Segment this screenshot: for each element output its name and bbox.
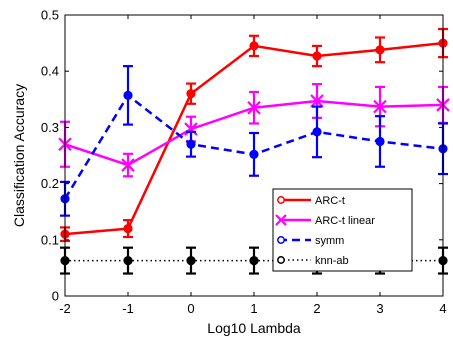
data-point bbox=[312, 127, 322, 137]
x-axis: -2 -1 0 1 2 3 4 bbox=[59, 15, 447, 316]
legend-entry-label: ARC-t bbox=[315, 195, 345, 207]
y-tick-label: 0.4 bbox=[41, 64, 59, 79]
x-tick-label: -2 bbox=[59, 301, 71, 316]
y-axis-title: Classification Accuracy bbox=[11, 84, 27, 227]
y-axis: 0 0.1 0.2 0.3 0.4 0.5 bbox=[41, 8, 443, 304]
data-point bbox=[275, 214, 287, 226]
data-point bbox=[375, 45, 385, 55]
data-point bbox=[186, 139, 196, 149]
legend-entry-label: ARC-t linear bbox=[315, 215, 375, 227]
x-tick-label: 3 bbox=[376, 301, 383, 316]
x-tick-label: 2 bbox=[313, 301, 320, 316]
data-point bbox=[184, 122, 198, 136]
legend-entry-label: knn-ab bbox=[315, 255, 349, 267]
data-point bbox=[186, 255, 196, 266]
data-point bbox=[123, 223, 133, 234]
legend-entry-label: symm bbox=[315, 235, 344, 247]
data-point bbox=[247, 100, 261, 115]
legend-swatch-marker bbox=[277, 236, 285, 244]
data-point bbox=[121, 158, 135, 172]
legend: ARC-t ARC-t linear symm knn-ab bbox=[272, 188, 413, 272]
legend-box bbox=[272, 188, 413, 272]
legend-swatch-marker bbox=[277, 196, 285, 204]
data-point bbox=[123, 90, 133, 100]
data-point bbox=[249, 41, 259, 51]
data-point bbox=[375, 136, 385, 147]
x-tick-label: -1 bbox=[122, 301, 134, 316]
y-tick-label: 0.3 bbox=[41, 120, 59, 135]
data-point bbox=[312, 51, 322, 61]
data-point bbox=[186, 89, 196, 99]
x-tick-label: 1 bbox=[250, 301, 257, 316]
x-tick-label: 0 bbox=[187, 301, 194, 316]
data-point bbox=[310, 94, 324, 108]
y-tick-label: 0 bbox=[52, 289, 59, 304]
data-point bbox=[249, 149, 259, 159]
legend-swatch-marker bbox=[277, 256, 285, 264]
data-point bbox=[373, 99, 387, 114]
y-tick-label: 0.2 bbox=[41, 176, 59, 191]
y-tick-label: 0.1 bbox=[41, 232, 59, 247]
x-tick-label: 4 bbox=[439, 301, 446, 316]
data-point bbox=[249, 255, 259, 266]
x-axis-title: Log10 Lambda bbox=[207, 320, 301, 336]
y-tick-label: 0.5 bbox=[41, 8, 59, 23]
data-point bbox=[123, 255, 133, 266]
